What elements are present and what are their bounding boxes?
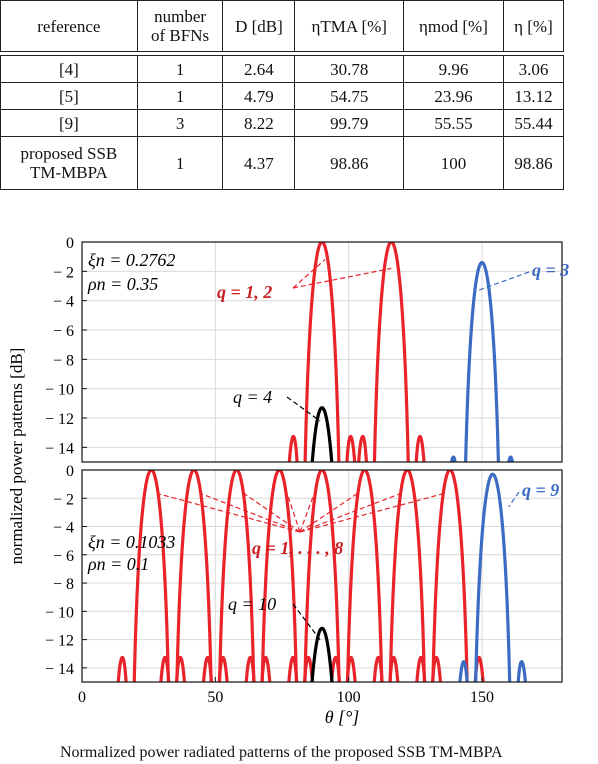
leader-q18 <box>286 493 301 533</box>
cell-ref: [4] <box>0 55 138 83</box>
cell-mod: 23.96 <box>403 82 504 110</box>
y-tick-label: − 4 <box>53 520 74 537</box>
series-line <box>287 242 357 462</box>
y-tick-label: − 2 <box>53 491 74 508</box>
table-header-row: reference number of BFNs D [dB] ηTMA [%] … <box>0 0 565 52</box>
cell-mod: 100 <box>403 136 504 190</box>
y-tick-label: − 4 <box>53 294 74 311</box>
y-tick-label: − 12 <box>45 411 74 428</box>
comparison-table: reference number of BFNs D [dB] ηTMA [%] … <box>0 0 565 190</box>
bottom-xi-label: ξn = 0.1033 <box>88 532 175 552</box>
x-axis-label: θ [°] <box>325 707 360 727</box>
cell-tma: 54.75 <box>294 82 405 110</box>
table-row: [5] 1 4.79 54.75 23.96 13.12 <box>0 82 565 110</box>
y-tick-label: − 14 <box>45 440 74 457</box>
leader-q18 <box>299 493 315 533</box>
leader-q18 <box>299 493 400 533</box>
bottom-chart: 0− 2− 4− 6− 8− 10− 12− 140 50 100 150 <box>45 463 563 706</box>
series-line <box>310 626 334 682</box>
header-bfns: number of BFNs <box>136 0 224 52</box>
cell-bfns: 3 <box>136 109 224 137</box>
series-line <box>458 472 528 682</box>
cell-eta: 3.06 <box>502 55 565 83</box>
header-eta-mod: ηmod [%] <box>403 0 504 52</box>
x-tick-label: 100 <box>337 689 361 706</box>
plot-frame <box>81 241 563 463</box>
leader-q4 <box>286 396 321 422</box>
cell-eta: 55.44 <box>502 109 565 137</box>
figure-caption: Normalized power radiated patterns of th… <box>60 744 503 761</box>
bottom-q10-label: q = 10 <box>228 594 276 614</box>
power-pattern-figure: 0 − 2 − 4 − 6 − 8 − 10 − 12 − 14 0 − 2 − 4 − 6 − 8 −… <box>7 235 569 727</box>
y-tick-label: − 8 <box>53 352 74 369</box>
series-line <box>449 260 515 462</box>
top-rho-label: ρn = 0.35 <box>87 274 158 294</box>
bottom-q18-label: q = 1, . . . , 8 <box>252 538 343 558</box>
leader-q3 <box>473 271 530 293</box>
cell-tma: 99.79 <box>294 109 405 137</box>
cell-ref: [9] <box>0 109 138 137</box>
bottom-q9-label: q = 9 <box>522 480 559 500</box>
cell-eta: 13.12 <box>502 82 565 110</box>
y-axis-label: normalized power patterns [dB] <box>7 348 26 565</box>
y-tick-label: 0 <box>66 463 74 480</box>
top-q4-label: q = 4 <box>233 387 272 407</box>
y-tick-label: − 8 <box>53 576 74 593</box>
plot-area <box>116 470 528 682</box>
top-chart: 0 − 2 − 4 − 6 − 8 − 10 − 12 − 14 <box>45 235 563 463</box>
table-row: [4] 1 2.64 30.78 9.96 3.06 <box>0 55 565 83</box>
cell-mod: 55.55 <box>403 109 504 137</box>
y-tick-label: 0 <box>66 235 74 252</box>
leader-q18 <box>299 493 443 533</box>
leader-q18 <box>299 493 358 533</box>
y-tick-label: − 12 <box>45 633 74 650</box>
top-xi-label: ξn = 0.2762 <box>88 250 175 270</box>
bottom-rho-label: ρn = 0.1 <box>87 554 149 574</box>
leader-q12-b <box>292 267 392 289</box>
leader-q9 <box>508 491 520 508</box>
header-eta: η [%] <box>502 0 565 52</box>
cell-tma: 30.78 <box>294 55 405 83</box>
table-row: [9] 3 8.22 99.79 55.55 55.44 <box>0 109 565 137</box>
x-tick-label: 0 <box>78 689 86 706</box>
cell-eta: 98.86 <box>502 136 565 190</box>
y-tick-label: − 10 <box>45 382 74 399</box>
top-q12-label: q = 1, 2 <box>217 282 272 302</box>
cell-tma: 98.86 <box>294 136 405 190</box>
cell-d: 2.64 <box>222 55 296 83</box>
top-q3-label: q = 3 <box>532 260 569 280</box>
cell-d: 4.37 <box>222 136 296 190</box>
y-tick-label: − 10 <box>45 604 74 621</box>
y-tick-label: − 2 <box>53 264 74 281</box>
cell-ref: proposed SSB TM-MBPA <box>0 136 138 190</box>
leader-q12-a <box>292 259 326 289</box>
cell-bfns: 1 <box>136 55 224 83</box>
x-tick-label: 150 <box>470 689 494 706</box>
table-row: proposed SSB TM-MBPA 1 4.37 98.86 100 98.… <box>0 136 565 190</box>
y-tick-label: − 6 <box>53 323 74 340</box>
plot-frame <box>81 469 563 683</box>
y-tick-label: − 14 <box>45 661 74 678</box>
cell-bfns: 1 <box>136 136 224 190</box>
series-line <box>310 406 334 462</box>
header-reference: reference <box>0 0 138 52</box>
header-eta-tma: ηTMA [%] <box>294 0 405 52</box>
plot-area <box>287 242 515 462</box>
header-directivity: D [dB] <box>222 0 296 52</box>
y-tick-label: − 6 <box>53 548 74 565</box>
leader-q18 <box>159 493 301 533</box>
cell-d: 8.22 <box>222 109 296 137</box>
x-tick-label: 50 <box>207 689 223 706</box>
leader-q18 <box>244 493 301 533</box>
leader-q18 <box>201 493 301 533</box>
